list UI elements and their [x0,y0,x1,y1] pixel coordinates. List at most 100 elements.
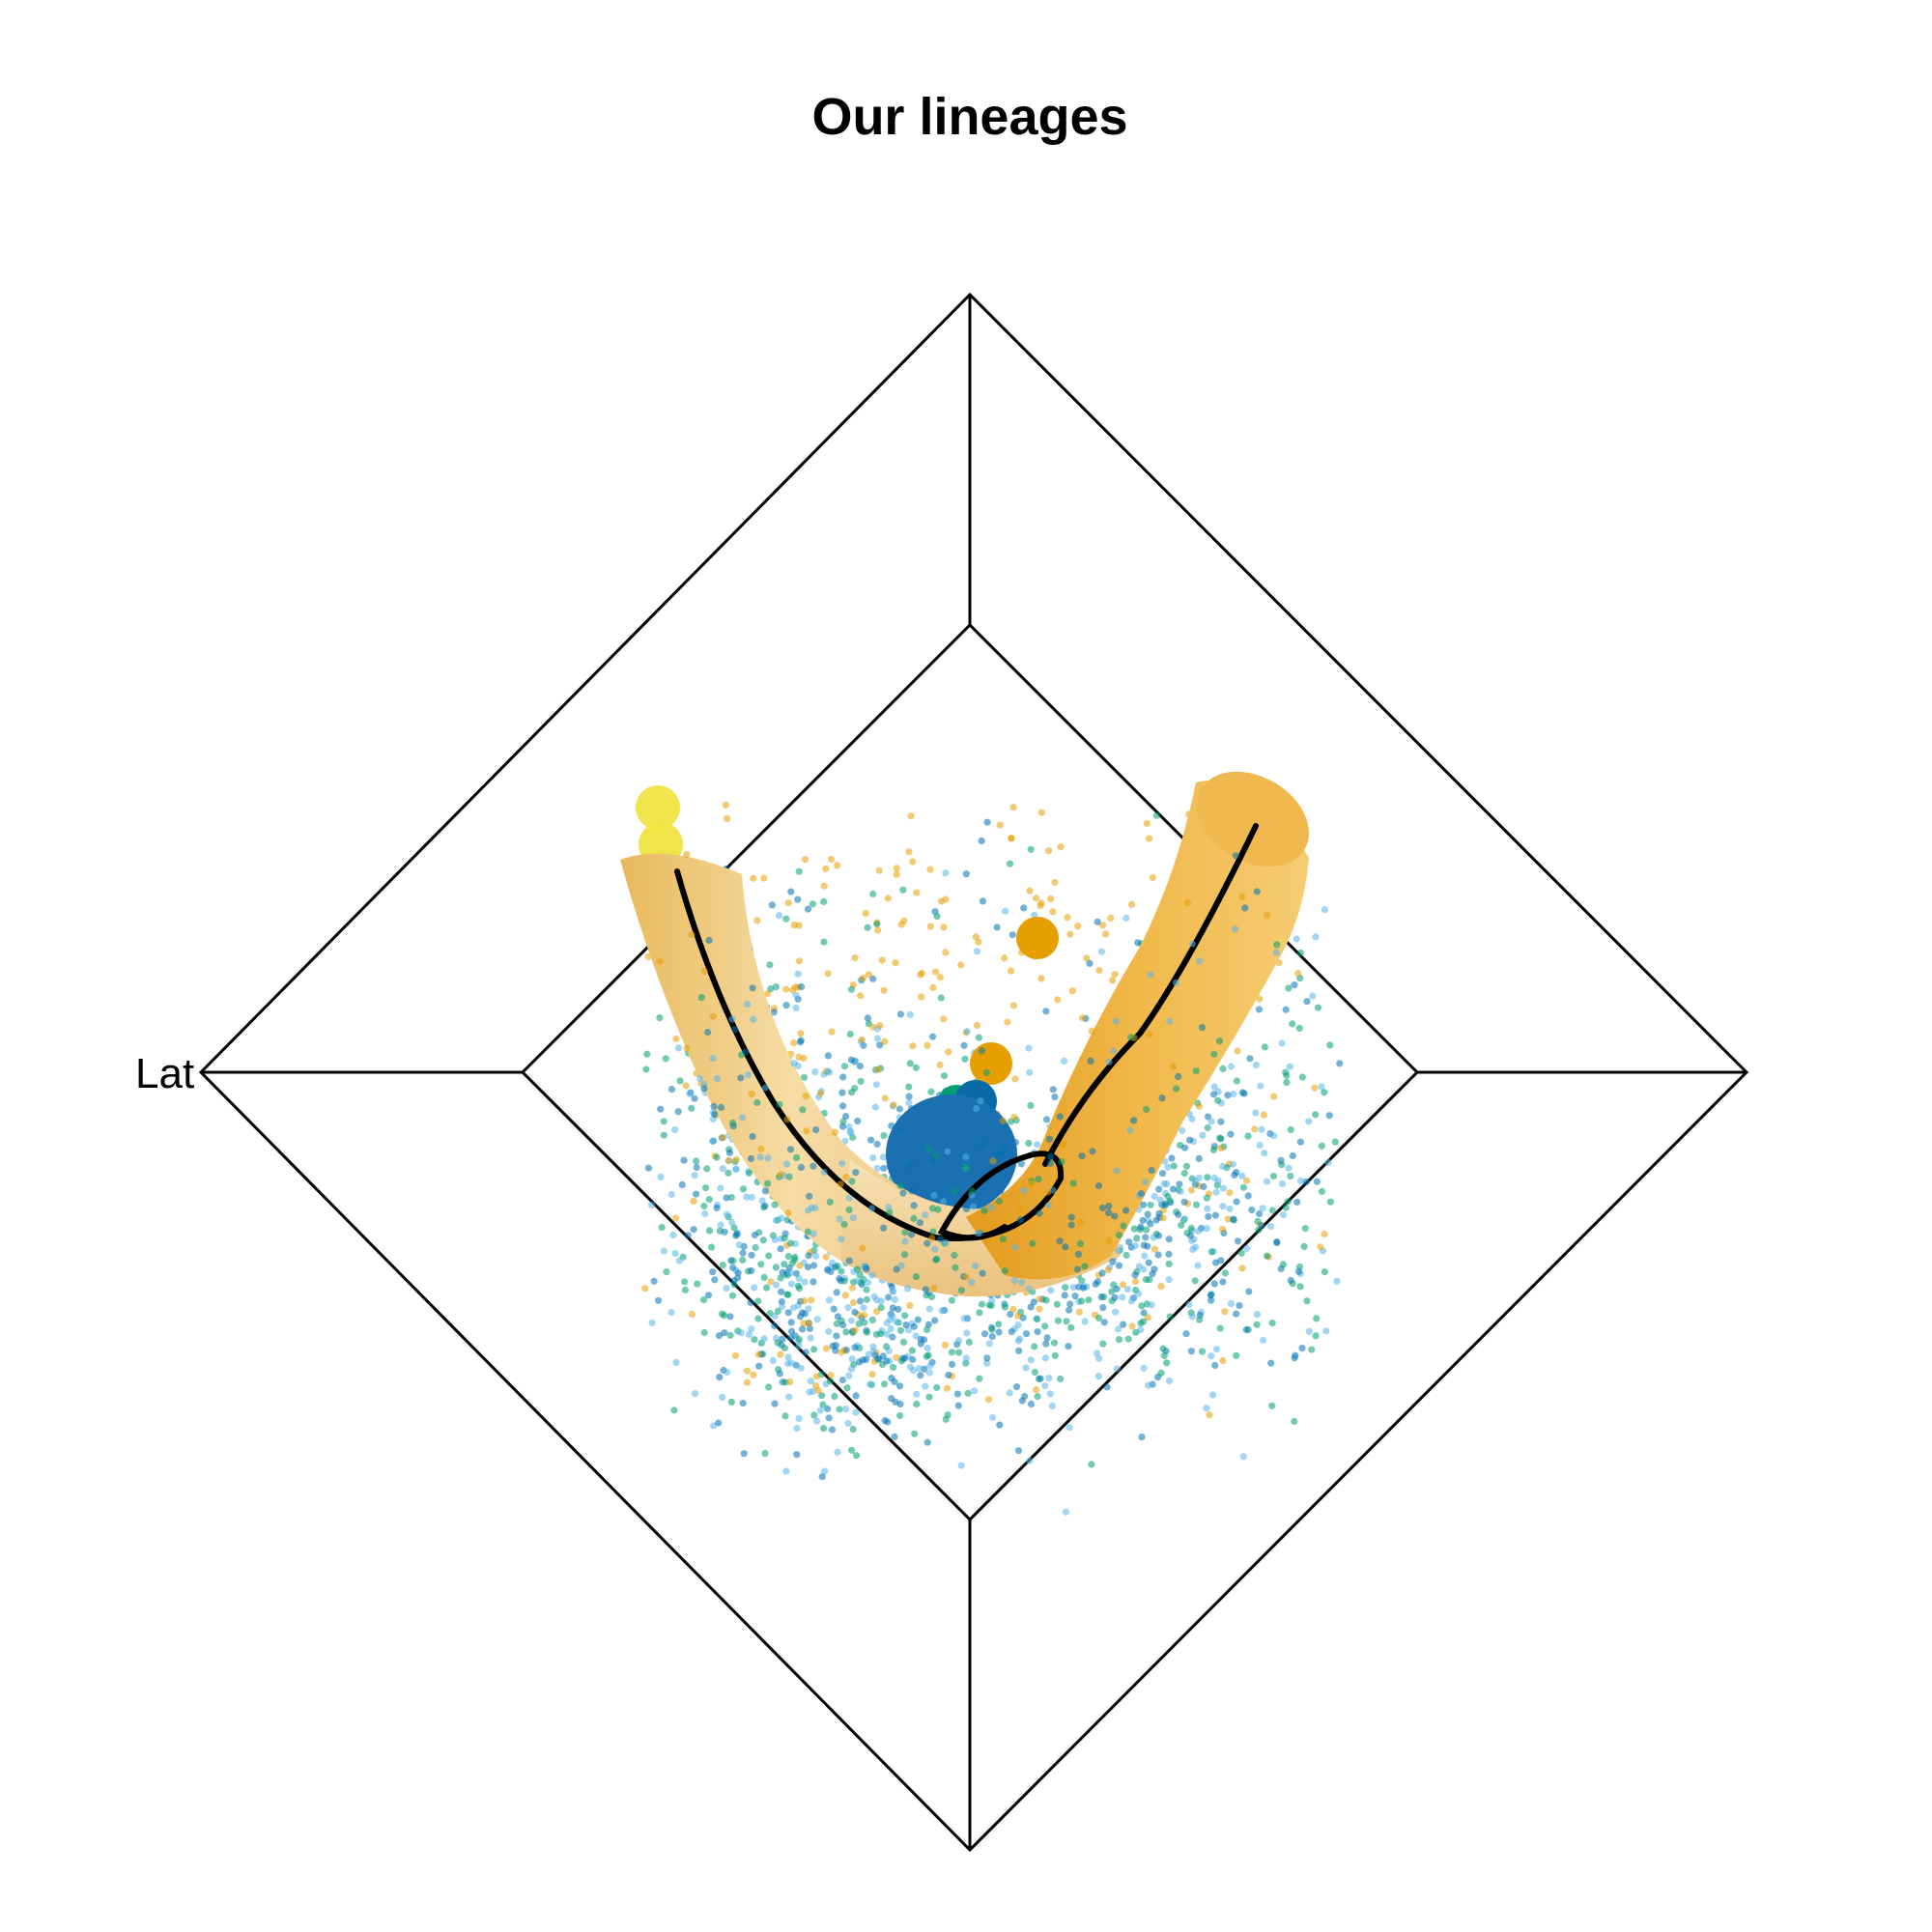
cell-point [1045,847,1053,855]
cell-point [963,1329,971,1337]
cell-point [922,1382,929,1390]
cell-point [805,1252,812,1260]
cell-point [891,1433,898,1440]
cell-point [795,1053,803,1061]
cell-point [890,1363,897,1371]
cell-point [880,1132,888,1140]
cell-point [1097,1293,1105,1301]
cell-point [952,1264,959,1271]
cell-point [816,1090,825,1097]
cell-point [877,1304,885,1312]
cell-point [1285,1164,1293,1172]
cell-point [772,1264,781,1271]
cell-point [1073,1265,1081,1273]
cell-point [1134,1290,1143,1297]
cell-point [674,1108,682,1116]
cell-point [993,923,1001,931]
cell-point [940,1072,949,1080]
cell-point [1322,1327,1330,1335]
cell-point [1217,1144,1225,1151]
cell-point [933,1383,941,1391]
cell-point [1021,1392,1029,1401]
cell-point [812,1373,821,1380]
cell-point [724,1169,732,1177]
cell-point [1208,1391,1217,1399]
cell-point [726,1331,734,1340]
cell-point [822,1345,831,1352]
cell-point [1233,1351,1240,1359]
cell-point [789,1304,798,1312]
cell-point [764,1154,772,1162]
cell-point [1006,860,1014,867]
cell-point [923,1344,931,1351]
cell-point [1192,1067,1200,1075]
cell-point [970,1387,979,1395]
cell-point [968,1187,977,1195]
cell-point [729,1119,737,1127]
cell-point [873,1164,881,1172]
cell-point [1203,1405,1210,1412]
cell-point [928,1235,936,1242]
cell-point [672,1358,680,1366]
cell-point [1060,1141,1067,1149]
cell-point [1033,895,1040,902]
cell-point [915,1364,923,1373]
cell-point [795,1414,803,1422]
cell-point [842,1328,850,1336]
cell-point [1102,930,1110,938]
cell-point [672,1214,680,1222]
cell-point [1325,1112,1333,1120]
cell-point [1115,1247,1122,1255]
cell-point [768,901,776,909]
cell-point [1269,1172,1278,1180]
cell-point [873,920,881,928]
cell-point [1043,1334,1051,1342]
cell-point [711,1276,719,1284]
cell-point [1137,1223,1145,1231]
cell-point [1253,888,1261,895]
cluster-center-orange [970,1042,1012,1085]
cell-point [810,1162,817,1170]
cell-point [908,1187,916,1195]
cell-point [977,1097,984,1105]
cell-point [784,1253,793,1261]
cell-point [1293,1198,1301,1206]
cell-point [1302,1178,1310,1185]
cell-point [1071,1293,1079,1300]
cell-point [803,1127,810,1135]
cell-point [1255,1006,1263,1013]
cell-point [739,1185,748,1193]
cell-point [1224,1215,1232,1223]
cell-point [842,1113,850,1121]
cell-point [1242,1325,1250,1334]
cell-point [1120,1321,1127,1328]
cell-point [709,1137,717,1146]
cell-point [739,1400,747,1407]
cell-point [1053,1300,1061,1308]
cell-point [1164,1163,1172,1171]
cell-point [936,1061,944,1069]
cell-point [783,1291,791,1298]
cell-point [798,982,806,991]
cell-point [789,986,797,994]
cell-point [1204,1174,1211,1181]
cell-point [812,1252,820,1260]
cell-point [878,956,886,964]
cell-point [1074,923,1082,930]
cell-point [825,1296,834,1304]
cell-point [1037,975,1045,982]
cell-point [1046,1390,1054,1398]
cell-point [1253,1321,1261,1328]
cell-point [732,1165,740,1173]
cell-point [753,917,761,924]
cell-point [1180,1198,1188,1206]
cell-point [1056,1113,1064,1121]
cell-point [760,874,768,882]
cell-point [767,985,775,993]
cell-point [908,1347,917,1354]
cell-point [1112,1017,1120,1026]
cell-point [795,867,803,875]
cell-point [805,1207,812,1214]
cell-point [1110,1047,1118,1055]
cell-point [727,1194,735,1202]
